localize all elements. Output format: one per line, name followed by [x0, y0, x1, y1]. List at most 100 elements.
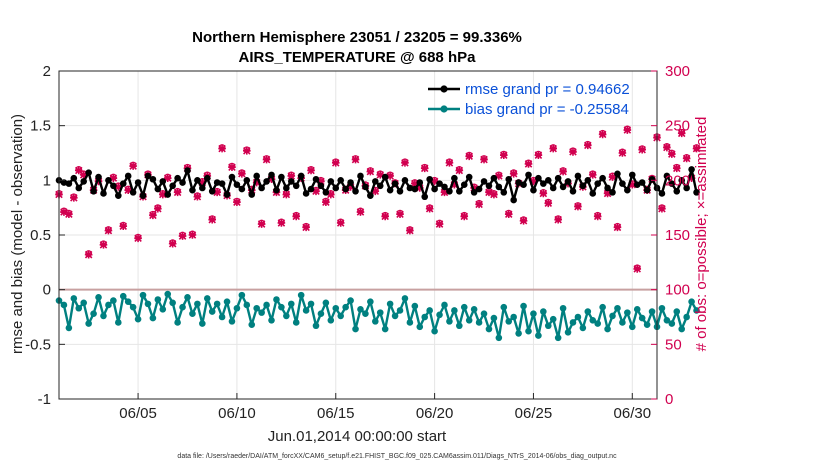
bias-point — [401, 295, 409, 302]
rmse-point — [283, 184, 290, 192]
bias-point — [129, 303, 137, 311]
bias-point — [75, 304, 83, 312]
obs-assimilated-point — [396, 210, 404, 219]
rmse-point — [223, 191, 231, 198]
rmse-point — [490, 174, 498, 182]
rmse-point — [164, 191, 172, 198]
rmse-point — [258, 184, 265, 192]
obs-assimilated-point — [292, 212, 301, 221]
rmse-point — [480, 178, 488, 185]
obs-assimilated-point — [682, 154, 691, 163]
rmse-point — [179, 179, 186, 186]
bias-point — [446, 318, 453, 325]
rmse-point — [327, 178, 335, 185]
obs-assimilated-point — [608, 173, 617, 181]
bias-point — [594, 320, 601, 327]
obs-assimilated-point — [440, 188, 449, 197]
bias-point — [678, 325, 686, 333]
bias-point — [243, 301, 251, 309]
rmse-point — [342, 185, 349, 193]
bias-point — [184, 294, 191, 301]
bias-point — [179, 303, 186, 311]
rmse-point — [470, 189, 478, 196]
obs-assimilated-point — [569, 148, 577, 156]
rmse-point — [248, 191, 256, 198]
rmse-point — [154, 185, 162, 193]
plot-area — [55, 125, 701, 342]
bias-point — [549, 315, 557, 323]
obs-assimilated-point — [658, 204, 666, 213]
bias-point — [510, 313, 517, 321]
bias-point — [376, 309, 384, 316]
bias-point — [115, 319, 122, 326]
y2-axis-label: # of obs: o=possible; ×=assimilated — [693, 117, 710, 352]
obs-assimilated-point — [79, 171, 88, 179]
data-file-footer: data file: /Users/raeder/DAI/ATM_forcXX/… — [177, 453, 617, 460]
bias-point — [337, 312, 345, 320]
rmse-point — [371, 178, 379, 185]
obs-assimilated-point — [307, 166, 315, 175]
obs-assimilated-point — [425, 204, 434, 213]
obs-assimilated-point — [638, 145, 646, 154]
obs-assimilated-point — [178, 232, 187, 240]
bias-point — [292, 319, 300, 326]
rmse-point — [194, 177, 201, 184]
rmse-point — [169, 182, 176, 190]
rmse-point — [134, 179, 142, 186]
rmse-point — [530, 186, 537, 194]
obs-assimilated-point — [287, 172, 296, 180]
rmse-point — [460, 181, 468, 189]
bias-point — [505, 318, 513, 325]
rmse-point — [564, 178, 572, 185]
obs-assimilated-point — [267, 175, 276, 184]
obs-assimilated-point — [70, 194, 78, 202]
obs-assimilated-point — [376, 171, 385, 179]
rmse-point — [70, 174, 78, 182]
bias-point — [554, 334, 562, 342]
rmse-point — [510, 196, 517, 204]
y2-tick-label: 200 — [665, 172, 690, 189]
obs-assimilated-point — [677, 129, 686, 138]
rmse-point — [213, 179, 221, 186]
bias-point — [218, 313, 226, 321]
obs-assimilated-point — [252, 178, 261, 187]
bias-point — [357, 306, 364, 313]
rmse-point — [376, 182, 384, 190]
obs-assimilated-point — [470, 184, 478, 192]
rmse-point — [238, 185, 246, 193]
obs-assimilated-point — [460, 212, 469, 221]
obs-assimilated-point — [499, 151, 508, 159]
x-axis-label: Jun.01,2014 00:00:00 start — [268, 428, 447, 445]
bias-point — [80, 299, 88, 307]
rmse-point — [693, 189, 700, 196]
obs-assimilated-point — [381, 212, 389, 221]
chart-subtitle: AIRS_TEMPERATURE @ 688 hPa — [239, 49, 477, 66]
rmse-point — [381, 173, 389, 181]
rmse-point — [302, 190, 310, 197]
rmse-point — [203, 174, 211, 182]
bias-point — [520, 302, 527, 310]
obs-assimilated-point — [119, 222, 128, 231]
obs-assimilated-point — [519, 216, 528, 225]
legend: rmse grand pr = 0.94662 bias grand pr = … — [428, 81, 630, 118]
obs-assimilated-point — [687, 174, 696, 182]
obs-assimilated-point — [129, 162, 137, 170]
bias-point — [688, 298, 695, 305]
bias-point — [367, 298, 374, 305]
obs-assimilated-point — [663, 143, 671, 152]
obs-assimilated-point — [544, 199, 553, 208]
rmse-point — [90, 187, 97, 195]
rmse-point — [337, 177, 345, 184]
bias-point — [100, 312, 107, 320]
bias-point — [515, 330, 522, 337]
obs-assimilated-point — [371, 187, 380, 196]
rmse-point — [243, 177, 251, 184]
bias-point — [159, 306, 167, 313]
rmse-point — [441, 183, 448, 191]
obs-assimilated-point — [574, 202, 582, 211]
x-tick-label: 06/30 — [614, 405, 652, 422]
rmse-point — [431, 185, 438, 193]
y2-tick-label: 50 — [665, 336, 682, 353]
obs-assimilated-point — [559, 167, 567, 176]
